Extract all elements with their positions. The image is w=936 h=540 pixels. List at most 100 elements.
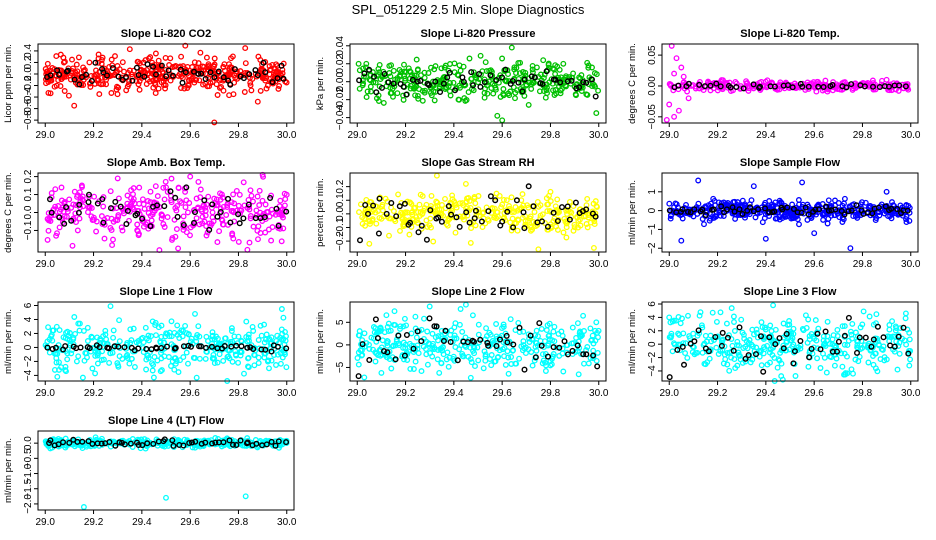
overlay-point: [191, 209, 198, 216]
data-point: [475, 357, 482, 364]
data-point: [444, 349, 451, 356]
data-point: [126, 78, 133, 85]
data-point: [401, 61, 407, 68]
overlay-point: [894, 205, 901, 212]
data-point: [283, 79, 290, 86]
data-point: [414, 67, 421, 74]
data-point: [735, 352, 742, 358]
overlay-point: [580, 79, 587, 86]
data-point: [887, 213, 894, 219]
data-point: [279, 354, 286, 361]
data-point: [594, 349, 601, 356]
data-point: [471, 194, 478, 200]
data-point: [520, 338, 527, 345]
data-point: [277, 197, 284, 204]
overlay-point: [112, 442, 119, 449]
data-point: [279, 212, 286, 219]
overlay-point: [574, 342, 581, 349]
y-tick-label: 2: [23, 330, 34, 336]
overlay-point: [76, 81, 83, 88]
data-point: [108, 90, 115, 96]
data-point: [209, 209, 216, 216]
data-point: [418, 72, 425, 79]
overlay-point: [707, 82, 714, 89]
data-point: [160, 184, 167, 191]
data-point: [870, 86, 877, 93]
data-point: [576, 216, 583, 223]
overlay-point: [691, 338, 698, 345]
overlay-point: [245, 201, 252, 208]
data-point: [411, 205, 418, 212]
overlay-point: [572, 199, 579, 206]
data-point: [193, 338, 200, 345]
data-point: [61, 88, 68, 94]
overlay-point: [742, 355, 749, 362]
data-point: [429, 82, 436, 89]
outlier-point: [883, 76, 890, 83]
data-point: [713, 344, 720, 351]
overlay-point: [202, 344, 209, 351]
data-point: [762, 326, 769, 333]
y-axis-label: percent per min.: [315, 178, 326, 247]
data-point: [727, 88, 734, 94]
overlay-point: [440, 338, 447, 345]
overlay-point: [845, 208, 852, 215]
data-point: [426, 222, 433, 229]
overlay-point: [454, 357, 461, 364]
overlay-point: [150, 440, 157, 447]
data-point: [579, 84, 586, 91]
data-point: [730, 313, 737, 320]
overlay-point: [880, 334, 887, 341]
data-point: [400, 223, 407, 230]
data-point: [692, 350, 699, 357]
data-point: [834, 210, 841, 217]
data-point: [181, 85, 188, 92]
data-point: [475, 212, 482, 219]
overlay-point: [154, 202, 161, 209]
overlay-point: [493, 76, 500, 83]
data-point: [364, 88, 371, 95]
data-point: [501, 353, 508, 360]
data-points: [42, 303, 290, 384]
data-point: [89, 217, 96, 223]
data-point: [363, 196, 370, 203]
overlay-point: [845, 314, 852, 321]
x-tick-label: 29.2: [84, 130, 104, 141]
x-tick-label: 29.2: [396, 388, 416, 399]
overlay-point: [152, 71, 159, 78]
overlay-point: [499, 74, 506, 81]
data-point: [452, 229, 459, 236]
overlay-point: [133, 64, 140, 71]
overlay-point: [724, 334, 731, 341]
data-point: [150, 209, 156, 216]
data-point: [53, 232, 60, 239]
data-point: [225, 353, 232, 360]
data-point: [518, 79, 525, 86]
data-point: [522, 69, 529, 76]
overlay-point: [177, 66, 184, 73]
data-point: [282, 196, 289, 203]
x-tick-label: 29.6: [180, 388, 200, 399]
outlier-point: [675, 107, 682, 114]
data-point: [211, 61, 218, 68]
data-point: [134, 227, 141, 234]
data-point: [100, 333, 107, 340]
panel-title: Slope Amb. Box Temp.: [107, 157, 226, 169]
data-point: [507, 219, 514, 226]
data-point: [69, 242, 76, 249]
overlay-point: [776, 335, 783, 342]
data-point: [825, 197, 832, 204]
data-point: [463, 198, 470, 205]
data-point: [419, 97, 426, 104]
overlay-point: [118, 439, 125, 446]
data-point: [780, 342, 787, 349]
overlay-point: [229, 441, 236, 448]
data-point: [701, 221, 707, 228]
data-point: [814, 355, 821, 362]
data-point: [98, 60, 105, 67]
data-point: [101, 216, 108, 223]
data-point: [182, 204, 189, 211]
data-point: [806, 333, 813, 340]
data-point: [115, 195, 122, 202]
data-point: [467, 344, 474, 351]
